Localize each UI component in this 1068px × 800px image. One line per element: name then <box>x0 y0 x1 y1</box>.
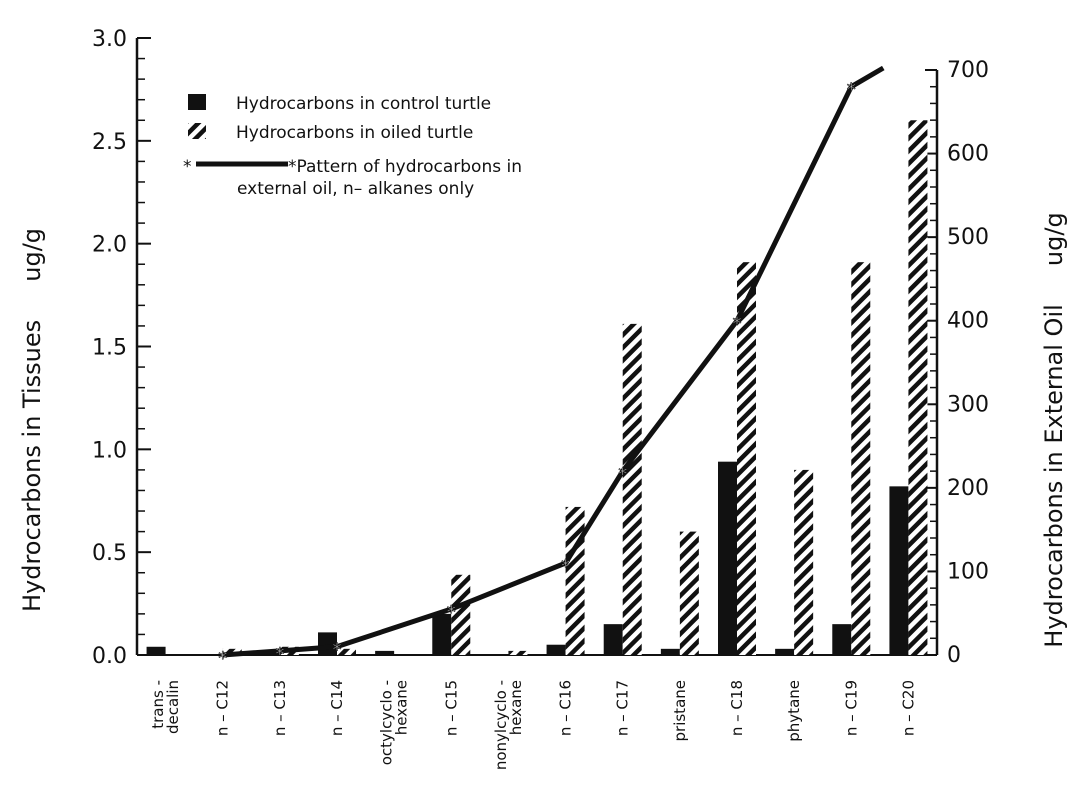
legend-oiled-swatch <box>188 123 206 139</box>
right-axis-title: Hydrocarbons in External Oil ug/g <box>1040 212 1068 647</box>
external-oil-point-marker: * <box>275 644 284 665</box>
bar-oiled-turtle <box>737 262 756 655</box>
category-label-line: n – C15 <box>442 680 460 736</box>
category-label-line: decalin <box>164 680 182 734</box>
bar-oiled-turtle <box>794 469 814 655</box>
category-label-line: hexane <box>507 680 525 735</box>
bars-group <box>146 120 928 656</box>
category-label-line: hexane <box>393 680 411 735</box>
category-label-line: n – C14 <box>328 680 346 736</box>
bar-oiled-turtle <box>679 531 699 655</box>
external-oil-point-marker: * <box>561 556 570 577</box>
left-tick-label: 1.0 <box>92 438 127 463</box>
category-label: n – C20 <box>899 680 917 736</box>
category-label: phytane <box>785 680 803 742</box>
category-label: octylcyclo -hexane <box>378 680 411 765</box>
legend-oiled-label: Hydrocarbons in oiled turtle <box>236 123 473 143</box>
category-label: n – C15 <box>442 680 460 736</box>
right-tick-label: 500 <box>947 225 989 250</box>
category-label: n – C12 <box>214 680 232 736</box>
bar-oiled-turtle <box>508 650 528 655</box>
category-label-line: phytane <box>785 680 803 742</box>
bar-oiled-turtle <box>851 262 871 655</box>
category-label-line: n – C13 <box>271 680 289 736</box>
bar-control-turtle <box>775 648 795 655</box>
legend-control-label: Hydrocarbons in control turtle <box>236 94 491 114</box>
bar-control-turtle <box>718 461 737 655</box>
external-oil-point-marker: * <box>733 314 742 335</box>
category-label-line: n – C12 <box>214 680 232 736</box>
left-tick-label: 0.0 <box>92 644 127 669</box>
right-tick-label: 200 <box>947 476 989 501</box>
category-label-line: n – C17 <box>614 680 632 736</box>
category-label-line: n – C16 <box>557 680 575 736</box>
bar-control-turtle <box>146 646 166 655</box>
bar-oiled-turtle <box>622 323 642 655</box>
bar-control-turtle <box>603 624 623 655</box>
legend-line-star-left: * <box>183 157 192 177</box>
category-label: trans -decalin <box>149 680 182 734</box>
category-label: n – C13 <box>271 680 289 736</box>
left-tick-label: 1.5 <box>92 336 127 361</box>
right-tick-label: 600 <box>947 142 989 167</box>
category-label-line: trans - <box>149 680 167 729</box>
external-oil-point-marker: * <box>847 80 856 101</box>
right-tick-label: 300 <box>947 392 989 417</box>
external-oil-line-group: * * * * * * * * <box>218 65 885 669</box>
external-oil-point-marker: * <box>447 602 456 623</box>
bar-oiled-turtle <box>337 648 356 655</box>
bar-control-turtle <box>832 624 852 655</box>
category-label-line: octylcyclo - <box>378 680 396 765</box>
left-axis-ticks: 0.0 0.5 1.0 1.5 2.0 2.5 3.0 <box>92 27 151 669</box>
external-oil-point-marker: * <box>333 640 342 661</box>
category-label-line: n – C19 <box>842 680 860 736</box>
bar-control-turtle <box>375 650 395 655</box>
category-label: nonylcyclo -hexane <box>492 680 525 770</box>
bar-oiled-turtle <box>565 506 585 655</box>
category-label-line: pristane <box>671 680 689 741</box>
right-tick-label: 100 <box>947 559 989 584</box>
external-oil-point-marker: * <box>218 648 227 669</box>
left-tick-label: 2.5 <box>92 130 127 155</box>
right-tick-label: 0 <box>947 643 961 668</box>
category-label: n – C16 <box>557 680 575 736</box>
category-label: n – C18 <box>728 680 746 736</box>
category-label: n – C14 <box>328 680 346 736</box>
bar-oiled-turtle <box>451 574 471 655</box>
external-oil-point-marker: * <box>618 464 627 485</box>
category-label-line: n – C20 <box>899 680 917 736</box>
category-label-line: nonylcyclo - <box>492 680 510 770</box>
left-tick-label: 3.0 <box>92 27 127 52</box>
right-tick-label: 400 <box>947 309 989 334</box>
left-tick-label: 0.5 <box>92 541 127 566</box>
bar-control-turtle <box>546 644 566 655</box>
bar-oiled-turtle <box>908 120 928 656</box>
legend-line-label-1: *Pattern of hydrocarbons in <box>288 157 522 177</box>
legend: Hydrocarbons in control turtle Hydrocarb… <box>183 94 522 199</box>
category-label: n – C17 <box>614 680 632 736</box>
category-labels: trans -decalin n – C12 n – C13 n – C14 octyl… <box>149 680 917 770</box>
bar-control-turtle <box>432 613 452 655</box>
category-label: pristane <box>671 680 689 741</box>
legend-line-label-2: external oil, n– alkanes only <box>237 179 474 199</box>
bar-control-turtle <box>889 486 909 655</box>
left-axis-title: Hydrocarbons in Tissues ug/g <box>18 228 46 612</box>
bar-control-turtle <box>660 648 680 655</box>
category-label: n – C19 <box>842 680 860 736</box>
external-oil-line <box>222 65 885 658</box>
right-axis-ticks: 0 100 200 300 400 500 600 700 <box>925 58 989 668</box>
category-label-line: n – C18 <box>728 680 746 736</box>
left-tick-label: 2.0 <box>92 233 127 258</box>
right-tick-label: 700 <box>947 58 989 83</box>
legend-control-swatch <box>188 94 206 110</box>
